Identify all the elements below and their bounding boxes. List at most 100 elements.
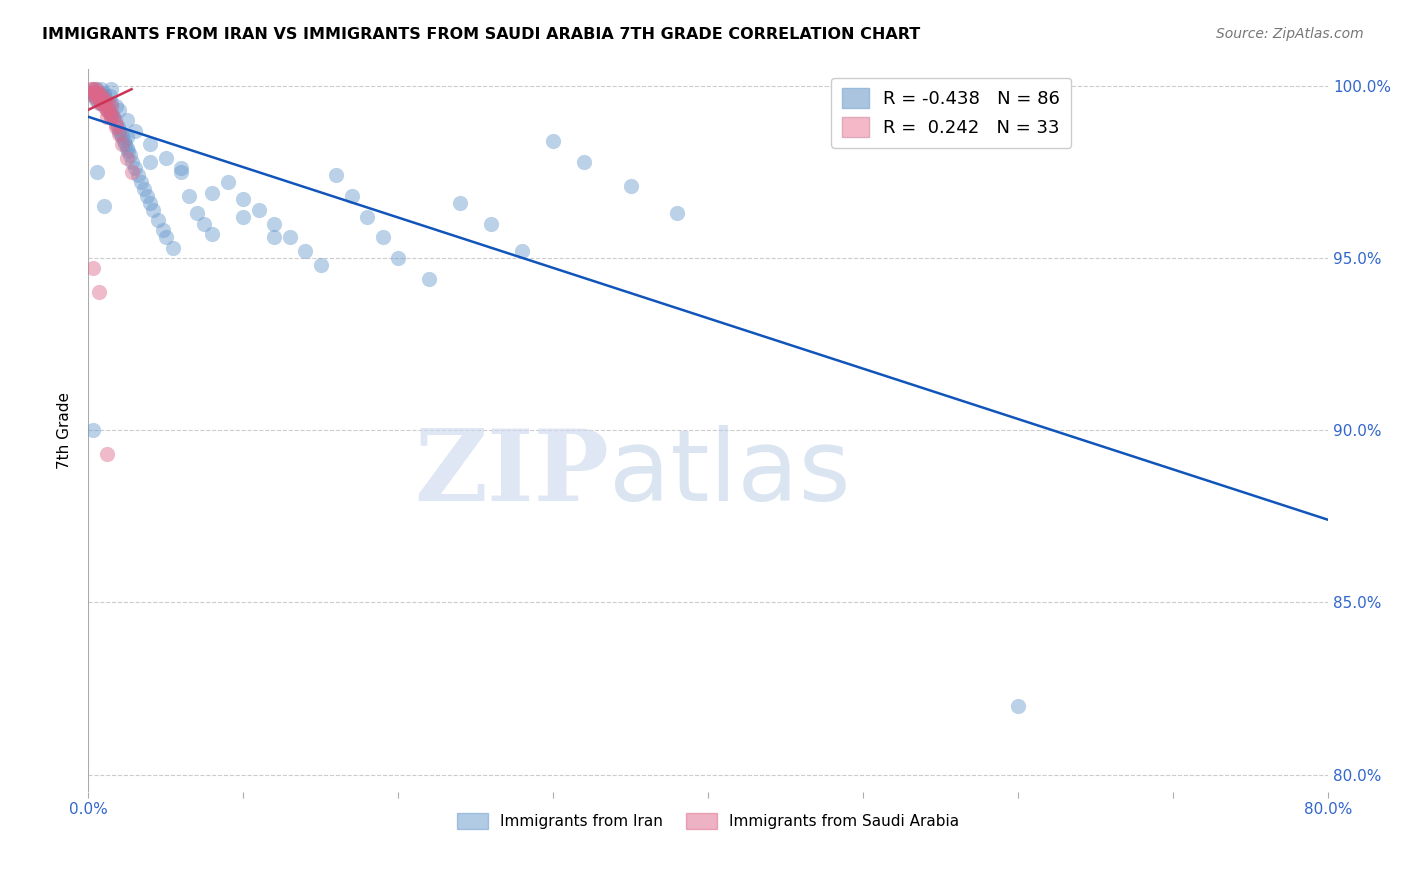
Point (1007, 698, 1029, 713)
Point (98, 106, 121, 120)
Point (105, 99, 128, 113)
Point (84, 82, 107, 96)
Point (91, 89, 114, 103)
Point (340, 189, 363, 203)
Point (155, 151, 177, 165)
Point (96, 99, 118, 113)
Point (82, 423, 104, 437)
Point (97, 103, 120, 117)
Point (263, 230, 285, 244)
Point (96, 103, 118, 117)
Point (90, 95, 112, 110)
Point (93, 99, 115, 113)
Text: Source: ZipAtlas.com: Source: ZipAtlas.com (1216, 27, 1364, 41)
Point (666, 206, 689, 220)
Point (124, 123, 146, 137)
Point (278, 230, 301, 244)
Point (96, 447, 118, 461)
Point (100, 99, 122, 113)
Point (155, 230, 177, 244)
Point (86, 93, 108, 107)
Point (86, 86, 108, 100)
Point (193, 217, 215, 231)
Text: ZIP: ZIP (415, 425, 609, 522)
Point (90, 82, 112, 96)
Point (100, 110, 122, 124)
Point (87, 285, 110, 300)
Point (108, 127, 131, 141)
Point (139, 195, 162, 210)
Y-axis label: 7th Grade: 7th Grade (58, 392, 72, 468)
Point (112, 134, 135, 148)
Point (129, 175, 152, 189)
Point (82, 82, 104, 96)
Point (80, 82, 103, 96)
Point (115, 141, 138, 155)
Point (101, 110, 124, 124)
Point (101, 110, 124, 124)
Point (82, 86, 104, 100)
Point (114, 137, 136, 152)
Point (94, 95, 117, 110)
Point (510, 244, 533, 259)
Point (387, 251, 409, 265)
Point (100, 106, 122, 120)
Point (83, 89, 105, 103)
Point (620, 178, 643, 193)
Text: IMMIGRANTS FROM IRAN VS IMMIGRANTS FROM SAUDI ARABIA 7TH GRADE CORRELATION CHART: IMMIGRANTS FROM IRAN VS IMMIGRANTS FROM … (42, 27, 921, 42)
Point (115, 151, 138, 165)
Point (541, 134, 564, 148)
Point (87, 86, 110, 100)
Point (371, 230, 394, 244)
Point (105, 120, 128, 134)
Point (117, 145, 139, 159)
Point (146, 213, 169, 227)
Point (105, 117, 128, 131)
Text: atlas: atlas (609, 425, 851, 522)
Point (115, 130, 138, 145)
Point (93, 199, 115, 213)
Point (232, 210, 254, 224)
Point (115, 113, 138, 128)
Point (142, 202, 165, 217)
Point (139, 137, 162, 152)
Point (96, 110, 118, 124)
Point (201, 186, 224, 200)
Point (325, 169, 347, 183)
Point (152, 223, 174, 237)
Point (107, 120, 129, 134)
Point (100, 95, 122, 110)
Point (93, 93, 115, 107)
Point (309, 258, 332, 272)
Point (124, 161, 146, 176)
Point (90, 95, 112, 110)
Point (80, 86, 103, 100)
Point (263, 217, 285, 231)
Point (111, 130, 134, 145)
Point (84, 82, 107, 96)
Point (356, 210, 378, 224)
Point (87, 89, 110, 103)
Point (572, 154, 595, 169)
Point (111, 137, 134, 152)
Point (86, 165, 108, 179)
Point (479, 217, 502, 231)
Point (103, 113, 125, 128)
Point (136, 189, 159, 203)
Point (108, 103, 131, 117)
Point (84, 93, 107, 107)
Point (162, 241, 184, 255)
Point (201, 227, 224, 241)
Point (96, 103, 118, 117)
Point (100, 110, 122, 124)
Point (186, 206, 208, 220)
Legend: Immigrants from Iran, Immigrants from Saudi Arabia: Immigrants from Iran, Immigrants from Sa… (451, 806, 965, 835)
Point (90, 95, 112, 110)
Point (217, 175, 239, 189)
Point (93, 95, 115, 110)
Point (83, 89, 105, 103)
Point (177, 189, 200, 203)
Point (294, 244, 316, 259)
Point (170, 161, 193, 176)
Point (100, 82, 122, 96)
